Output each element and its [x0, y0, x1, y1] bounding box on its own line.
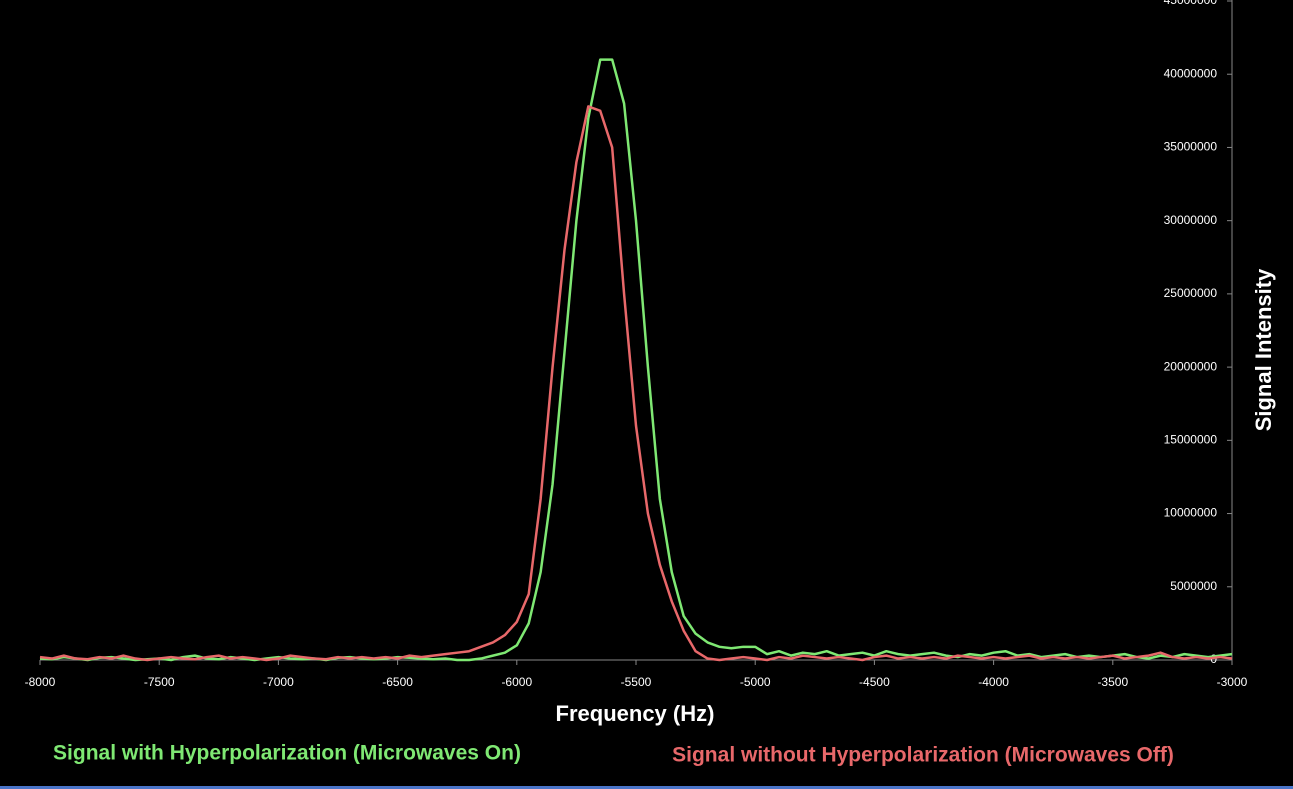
x-tick-label: -8000: [25, 675, 56, 689]
x-tick-label: -6000: [501, 675, 532, 689]
y-tick-label: 35000000: [1164, 140, 1218, 154]
x-tick-label: -4500: [859, 675, 890, 689]
y-tick-label: 10000000: [1164, 506, 1218, 520]
y-axis-title: Signal Intensity: [1251, 268, 1276, 431]
x-tick-label: -3000: [1217, 675, 1248, 689]
legend-entry: Signal with Hyperpolarization (Microwave…: [53, 742, 521, 765]
x-tick-label: -7000: [263, 675, 294, 689]
x-tick-label: -6500: [382, 675, 413, 689]
y-tick-label: 25000000: [1164, 286, 1218, 300]
y-tick-label: 45000000: [1164, 0, 1218, 7]
bottom-border: [0, 786, 1293, 789]
x-tick-label: -5000: [740, 675, 771, 689]
series-line: [39, 105, 1233, 662]
x-axis-title: Frequency (Hz): [556, 701, 715, 726]
y-tick-label: 40000000: [1164, 66, 1218, 80]
y-tick-label: 0: [1210, 652, 1217, 666]
y-tick-label: 15000000: [1164, 433, 1218, 447]
x-tick-label: -4000: [978, 675, 1009, 689]
x-tick-label: -5500: [621, 675, 652, 689]
y-tick-label: 20000000: [1164, 359, 1218, 373]
x-tick-label: -3500: [1097, 675, 1128, 689]
x-tick-label: -7500: [144, 675, 175, 689]
legend-entry: Signal without Hyperpolarization (Microw…: [672, 744, 1174, 767]
y-tick-label: 30000000: [1164, 213, 1218, 227]
y-tick-label: 5000000: [1170, 579, 1217, 593]
